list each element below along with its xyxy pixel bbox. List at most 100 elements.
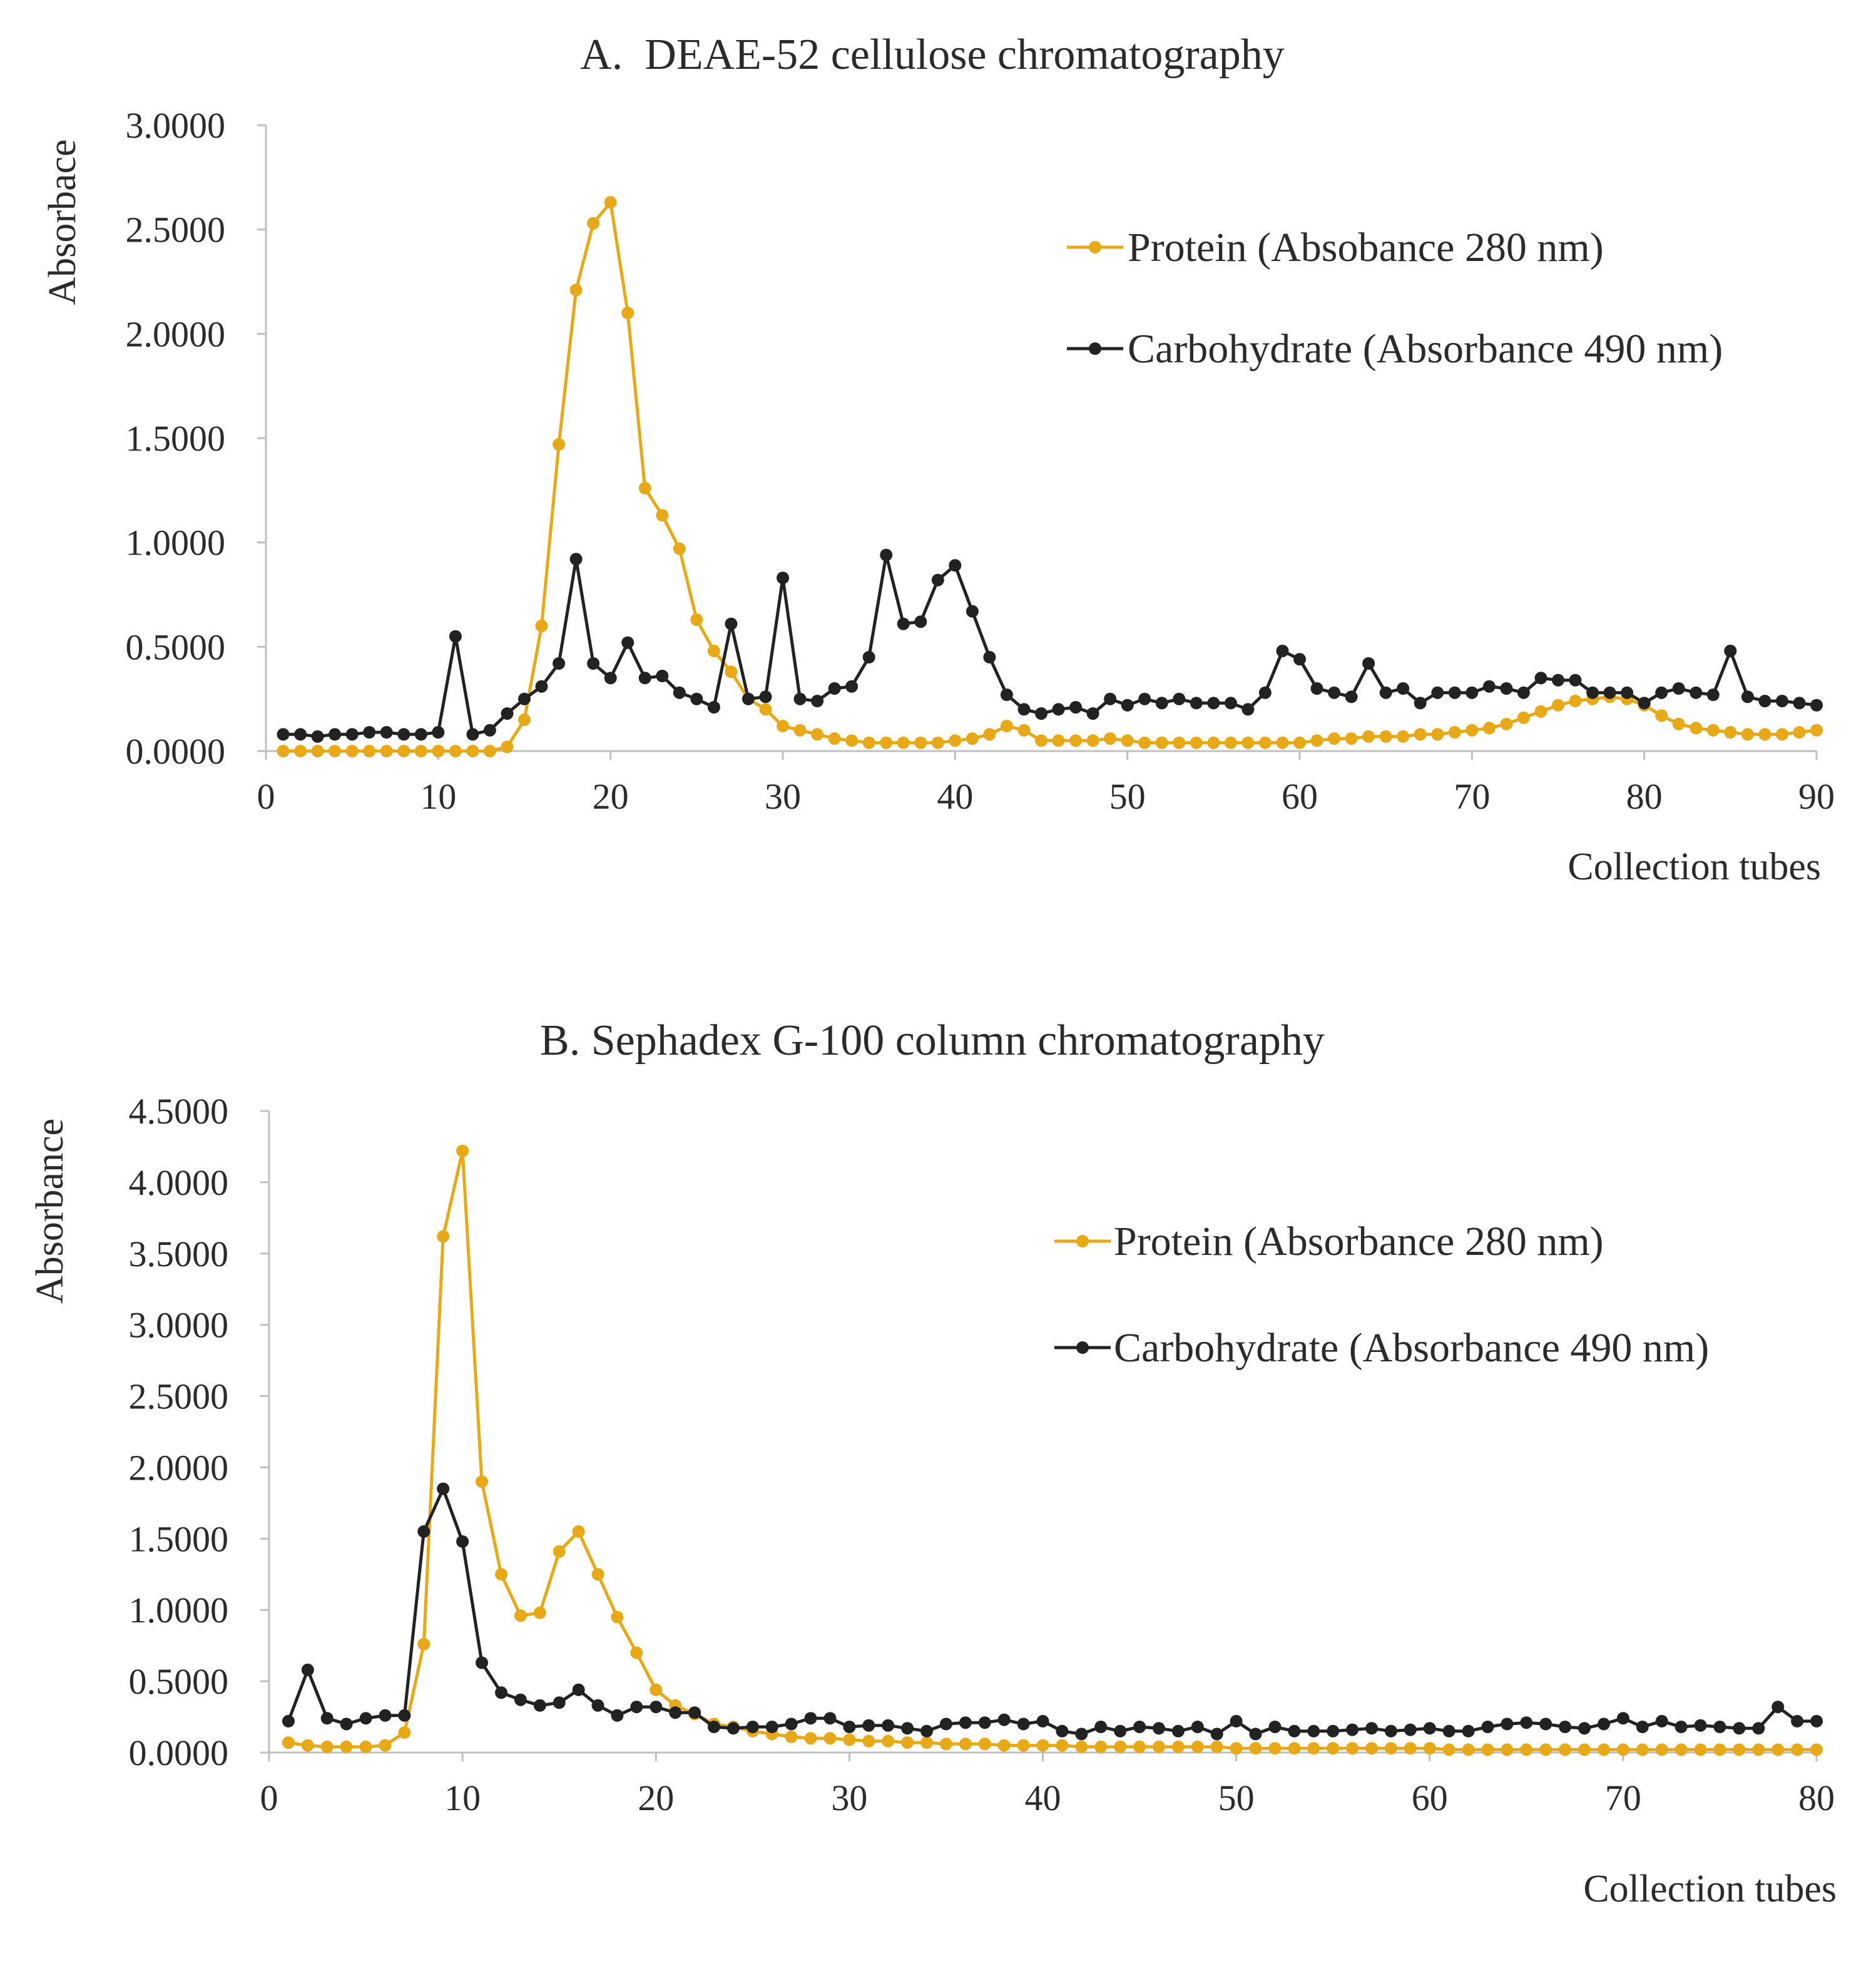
y-tick-label: 2.0000: [126, 314, 226, 354]
data-point-protein: [1598, 1743, 1610, 1756]
data-point-carbohydrate: [1431, 686, 1444, 699]
data-point-carbohydrate: [726, 1722, 740, 1735]
y-tick-label: 3.0000: [129, 1305, 229, 1346]
data-point-protein: [1249, 1742, 1262, 1755]
data-point-protein: [804, 1732, 817, 1745]
data-point-protein: [978, 1738, 991, 1751]
data-point-protein: [1741, 728, 1754, 741]
y-tick-label: 0.0000: [126, 731, 226, 772]
x-tick-label: 50: [1109, 776, 1146, 817]
legend: Protein (Absobance 280 nm) Carbohydrate …: [1067, 225, 1723, 372]
data-point-carbohydrate: [1706, 689, 1720, 701]
data-point-carbohydrate: [880, 548, 893, 561]
data-point-carbohydrate: [777, 571, 789, 585]
data-point-carbohydrate: [1741, 690, 1754, 704]
data-point-protein: [983, 728, 996, 741]
data-point-protein: [1121, 734, 1134, 747]
data-point-protein: [1690, 722, 1703, 735]
data-point-carbohydrate: [1534, 672, 1547, 685]
data-point-protein: [398, 1726, 411, 1739]
data-point-carbohydrate: [1075, 1728, 1088, 1741]
data-point-protein: [638, 482, 651, 494]
data-point-protein: [1534, 705, 1547, 718]
data-point-protein: [914, 736, 927, 749]
x-tick-label: 70: [1605, 1778, 1641, 1818]
data-point-protein: [1094, 1740, 1108, 1753]
data-point-protein: [311, 745, 324, 757]
data-point-protein: [340, 1740, 353, 1753]
data-point-carbohydrate: [1035, 707, 1048, 720]
data-point-protein: [587, 217, 600, 230]
data-point-protein: [920, 1736, 933, 1749]
y-tick-label: 4.0000: [129, 1162, 229, 1203]
data-point-protein: [1810, 1743, 1823, 1756]
data-point-protein: [1138, 736, 1151, 749]
axes: 0.0000 0.5000 1.0000 1.5000 2.0000 2.5000 3.00…: [126, 105, 1835, 817]
data-point-carbohydrate: [742, 692, 755, 705]
data-point-carbohydrate: [1379, 686, 1392, 699]
data-point-carbohydrate: [862, 1719, 875, 1732]
legend-label-protein: Protein (Absobance 280 nm): [1128, 225, 1604, 270]
data-point-carbohydrate: [746, 1721, 759, 1733]
data-point-carbohydrate: [1520, 1716, 1533, 1729]
data-point-carbohydrate: [449, 630, 462, 643]
data-point-protein: [1793, 726, 1806, 739]
y-tick-label: 1.0000: [126, 523, 226, 563]
data-point-protein: [1362, 730, 1375, 743]
data-point-protein: [1293, 736, 1306, 749]
data-point-carbohydrate: [282, 1714, 295, 1728]
data-point-protein: [828, 732, 841, 745]
chart-title: B. Sephadex G-100 column chromatography: [540, 1016, 1325, 1065]
data-point-protein: [1241, 736, 1255, 749]
data-point-protein: [1636, 1743, 1649, 1756]
data-point-carbohydrate: [311, 730, 324, 743]
data-point-protein: [1036, 1739, 1049, 1752]
legend-label-carbohydrate: Carbohydrate (Absorbance 490 nm): [1128, 326, 1723, 372]
data-point-protein: [1207, 736, 1220, 749]
data-point-protein: [862, 1734, 875, 1748]
data-point-carbohydrate: [1345, 690, 1358, 704]
data-point-carbohydrate: [277, 728, 290, 741]
data-point-protein: [656, 509, 669, 522]
data-point-carbohydrate: [1733, 1722, 1746, 1735]
y-tick-label: 4.5000: [129, 1091, 229, 1132]
data-point-carbohydrate: [966, 605, 979, 618]
data-point-carbohydrate: [1616, 1712, 1629, 1725]
data-point-carbohydrate: [1307, 1724, 1320, 1738]
data-point-protein: [1724, 726, 1737, 739]
data-point-carbohydrate: [1210, 1728, 1223, 1741]
data-point-carbohydrate: [1276, 645, 1289, 657]
data-point-carbohydrate: [1365, 1722, 1378, 1735]
data-point-protein: [417, 1637, 431, 1651]
data-point-protein: [533, 1606, 546, 1619]
data-point-carbohydrate: [1191, 1721, 1204, 1733]
data-point-protein: [518, 714, 531, 726]
data-point-carbohydrate: [1310, 682, 1323, 695]
data-point-protein: [301, 1739, 314, 1752]
data-point-carbohydrate: [1171, 1724, 1185, 1738]
data-point-protein: [282, 1736, 295, 1749]
data-point-carbohydrate: [1724, 645, 1737, 657]
data-point-protein: [1481, 1743, 1494, 1756]
data-point-protein: [882, 1734, 895, 1748]
data-point-protein: [1758, 728, 1771, 741]
data-point-carbohydrate: [553, 1696, 566, 1709]
data-point-protein: [949, 734, 962, 747]
data-point-carbohydrate: [466, 728, 479, 741]
y-tick-label: 0.0000: [129, 1733, 229, 1773]
data-point-protein: [1752, 1743, 1765, 1756]
data-point-carbohydrate: [1224, 697, 1237, 710]
data-point-protein: [569, 284, 583, 297]
legend-label-protein: Protein (Absorbance 280 nm): [1114, 1219, 1604, 1264]
panel-a: A. DEAE-52 cellulose chromatography Abso…: [41, 31, 1835, 888]
data-point-protein: [1655, 709, 1668, 722]
data-point-protein: [501, 740, 514, 754]
x-tick-label: 20: [638, 1778, 674, 1818]
data-point-protein: [1075, 1740, 1088, 1753]
data-point-carbohydrate: [708, 1721, 720, 1733]
data-point-protein: [483, 745, 496, 757]
data-point-carbohydrate: [1384, 1724, 1397, 1738]
data-point-protein: [1155, 736, 1168, 749]
data-point-protein: [495, 1568, 507, 1581]
chart-title: A. DEAE-52 cellulose chromatography: [580, 31, 1285, 79]
